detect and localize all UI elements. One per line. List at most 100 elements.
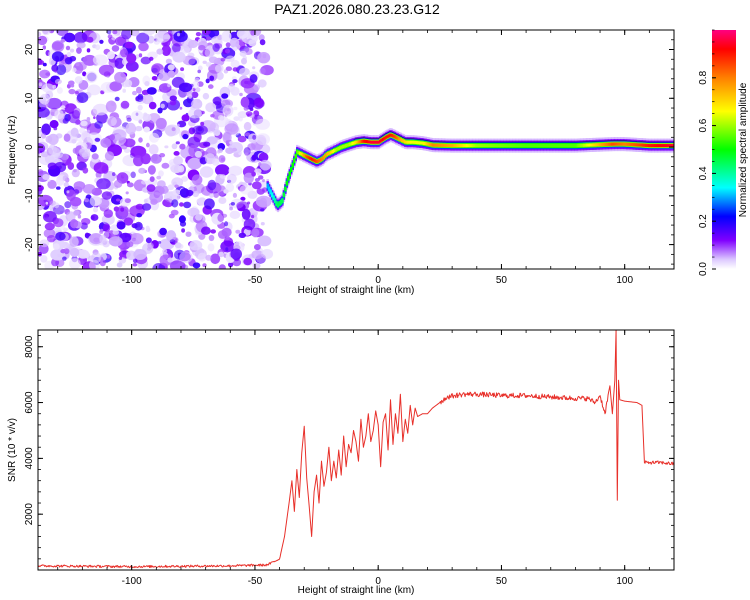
noise-speckle (195, 214, 203, 221)
noise-speckle (218, 264, 226, 269)
noise-speckle (167, 83, 171, 88)
spectrogram-x-ticks: -100 -50 0 50 100 (57, 30, 675, 286)
noise-speckle (52, 243, 60, 250)
noise-speckle (64, 57, 73, 65)
noise-speckle (162, 248, 168, 254)
noise-speckle (106, 254, 111, 259)
noise-speckle (151, 76, 158, 81)
noise-speckle (78, 147, 91, 158)
signal-track-cell (328, 151, 331, 155)
signal-track-cell (359, 140, 362, 144)
noise-speckle (228, 257, 233, 262)
noise-speckle (116, 262, 123, 268)
noise-speckle (236, 30, 249, 39)
noise-speckle (218, 115, 224, 121)
colorbar-ticks: 0.0 0.2 0.4 0.6 0.8 (698, 29, 716, 276)
signal-track-cell (519, 144, 522, 148)
noise-speckle (112, 30, 118, 35)
noise-speckle (131, 110, 144, 121)
noise-speckle (76, 47, 82, 54)
noise-speckle (207, 243, 215, 252)
noise-speckle (192, 80, 200, 89)
noise-speckle (225, 42, 231, 48)
noise-speckle (237, 135, 247, 143)
noise-speckle (126, 53, 137, 64)
noise-speckle (254, 244, 261, 251)
signal-track-cell (374, 140, 377, 144)
noise-speckle (50, 111, 55, 116)
noise-speckle (74, 76, 83, 84)
signal-track-cell (300, 152, 303, 156)
signal-track-cell (541, 144, 544, 148)
signal-track-cell (603, 142, 607, 146)
noise-speckle (178, 215, 186, 224)
noise-speckle (113, 179, 123, 188)
noise-speckle (86, 132, 102, 144)
signal-track-cell (587, 143, 590, 147)
signal-track-cell (356, 140, 360, 144)
colorbar-tick-label: 0.6 (698, 118, 709, 132)
noise-speckle (126, 117, 132, 122)
noise-speckle (80, 222, 88, 230)
noise-speckle (255, 195, 272, 208)
signal-track-cell (642, 143, 645, 147)
signal-track-cell (436, 143, 439, 147)
noise-speckle (241, 57, 247, 65)
signal-track-cell (492, 144, 496, 148)
noise-speckle (245, 111, 253, 117)
signal-track-cell (334, 148, 337, 152)
noise-speckle (110, 224, 119, 231)
noise-speckle (114, 36, 127, 46)
noise-speckle (233, 116, 240, 121)
noise-speckle (251, 181, 262, 190)
spectrogram-x-tick-label: -100 (122, 275, 142, 286)
noise-speckle (169, 260, 186, 269)
noise-speckle (148, 144, 159, 155)
noise-speckle (239, 184, 254, 195)
noise-speckle (96, 178, 111, 190)
signal-track-cell (588, 143, 592, 147)
signal-track-cell (551, 144, 555, 148)
noise-speckle (99, 234, 107, 244)
noise-speckle (39, 69, 51, 79)
signal-track-cell (578, 143, 581, 147)
noise-speckle (191, 91, 199, 99)
signal-track-cell (556, 144, 559, 148)
noise-speckle (218, 197, 227, 204)
noise-speckle (181, 176, 189, 182)
noise-speckle (185, 231, 192, 237)
signal-track-cell (313, 159, 317, 163)
noise-speckle (217, 185, 227, 197)
noise-speckle (99, 228, 104, 233)
noise-speckle (206, 36, 211, 41)
noise-speckle (257, 235, 272, 247)
noise-speckle (161, 44, 171, 57)
snr-y-label: SNR (10 * v/v) (7, 418, 18, 482)
noise-speckle (39, 239, 50, 248)
noise-speckle (107, 34, 113, 39)
signal-track-cell (569, 144, 573, 148)
noise-speckle (244, 152, 249, 156)
noise-speckle (170, 209, 179, 216)
noise-speckle (255, 118, 270, 130)
noise-speckle (219, 174, 226, 179)
signal-track-cell (606, 142, 609, 146)
noise-speckle (98, 64, 115, 76)
signal-track-cell (482, 144, 485, 148)
noise-speckle (86, 36, 94, 43)
signal-track-cell (580, 143, 583, 147)
signal-track-cell (414, 140, 417, 144)
signal-track-cell (469, 144, 472, 148)
signal-track-cell (523, 144, 527, 148)
signal-track-cell (664, 144, 667, 148)
noise-speckle (116, 221, 126, 230)
noise-speckle (179, 143, 186, 150)
signal-track-cell (571, 144, 574, 148)
signal-track-cell (520, 144, 524, 148)
noise-speckle (62, 118, 69, 124)
noise-speckle (130, 171, 136, 179)
noise-speckle (202, 60, 207, 64)
signal-track-cell (338, 146, 342, 150)
spectrogram-y-ticks: -20 -10 0 10 20 (24, 29, 674, 265)
spectrogram-x-label: Height of straight line (km) (298, 285, 415, 296)
